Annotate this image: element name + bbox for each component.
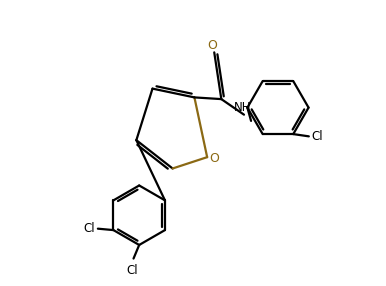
Text: Cl: Cl (126, 264, 138, 277)
Text: O: O (207, 39, 217, 52)
Text: O: O (209, 152, 219, 165)
Text: NH: NH (234, 101, 251, 114)
Text: Cl: Cl (312, 130, 323, 143)
Text: Cl: Cl (83, 222, 95, 235)
